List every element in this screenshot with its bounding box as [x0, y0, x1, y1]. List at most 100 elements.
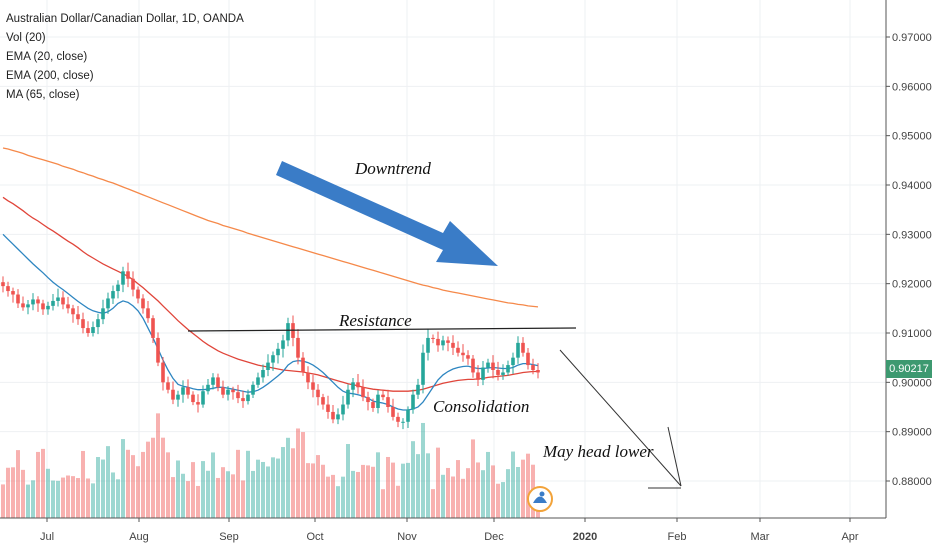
- candle-body: [126, 271, 130, 279]
- volume-bar: [446, 467, 450, 518]
- candle-body: [451, 342, 455, 348]
- resistance-annotation[interactable]: Resistance: [339, 311, 412, 330]
- volume-bar: [456, 460, 460, 518]
- volume-bar: [106, 446, 110, 518]
- volume-bar: [11, 467, 15, 518]
- candle-body: [181, 387, 185, 395]
- candle-body: [366, 397, 370, 403]
- candle-body: [371, 402, 375, 408]
- candle-body: [186, 387, 190, 395]
- indicator-ma65[interactable]: MA (65, close): [6, 89, 80, 101]
- volume-bar: [46, 468, 50, 518]
- candle-body: [201, 391, 205, 405]
- volume-bar: [486, 451, 490, 518]
- price-axis: 0.97000 0.96000 0.95000 0.94000 0.93000 0.920…: [885, 0, 932, 550]
- candle-body: [536, 370, 540, 373]
- consolidation-annotation[interactable]: Consolidation: [433, 397, 530, 416]
- price-tick-label: 0.96000: [892, 81, 932, 93]
- volume-bar: [86, 478, 90, 518]
- indicator-ema200[interactable]: EMA (200, close): [6, 70, 94, 82]
- symbol-title[interactable]: Australian Dollar/Canadian Dollar, 1D, O…: [6, 13, 244, 25]
- volume-bar: [321, 464, 325, 518]
- volume-bars: [1, 413, 540, 518]
- volume-bar: [386, 456, 390, 518]
- price-tick-label: 0.92000: [892, 279, 932, 291]
- candle-body: [386, 397, 390, 407]
- candle-body: [316, 389, 320, 398]
- volume-bar: [241, 480, 245, 518]
- candle-body: [481, 367, 485, 380]
- ema20-line: [2, 233, 539, 411]
- indicator-volume[interactable]: Vol (20): [6, 32, 46, 44]
- volume-bar: [61, 477, 65, 518]
- volume-bar: [146, 441, 150, 518]
- volume-bar: [331, 474, 335, 518]
- volume-bar: [276, 458, 280, 518]
- downtrend-arrow: [276, 161, 498, 266]
- candle-body: [266, 362, 270, 370]
- moving-averages: [2, 147, 539, 411]
- volume-bar: [291, 448, 295, 518]
- candle-body: [256, 377, 260, 385]
- candle-body: [241, 398, 245, 402]
- volume-bar: [301, 432, 305, 518]
- volume-bar: [296, 428, 300, 518]
- volume-bar: [421, 422, 425, 518]
- price-tick-label: 0.91000: [892, 328, 932, 340]
- volume-bar: [191, 462, 195, 518]
- candle-body: [96, 319, 100, 328]
- projection-tick: [667, 426, 682, 487]
- indicator-ema20[interactable]: EMA (20, close): [6, 51, 88, 63]
- volume-bar: [126, 449, 130, 518]
- volume-bar: [171, 477, 175, 518]
- volume-bar: [341, 476, 345, 518]
- volume-bar: [221, 467, 225, 518]
- candle-body: [416, 384, 420, 395]
- volume-bar: [21, 469, 25, 518]
- candle-body: [146, 308, 150, 319]
- candle-body: [221, 387, 225, 395]
- candle-body: [406, 409, 410, 422]
- candle-body: [236, 392, 240, 399]
- volume-bar: [391, 462, 395, 518]
- candle-body: [111, 291, 115, 299]
- candle-body: [411, 394, 415, 410]
- candle-body: [361, 387, 365, 398]
- volume-bar: [441, 474, 445, 518]
- volume-bar: [16, 450, 20, 518]
- volume-bar: [286, 437, 290, 518]
- volume-bar: [81, 450, 85, 518]
- candle-body: [11, 291, 15, 295]
- candle-body: [106, 298, 110, 309]
- volume-bar: [461, 478, 465, 518]
- ema200-line: [2, 147, 539, 308]
- downtrend-annotation[interactable]: Downtrend: [355, 159, 431, 178]
- volume-bar: [41, 448, 45, 518]
- candle-body: [401, 421, 405, 423]
- candlesticks: [1, 262, 540, 430]
- volume-bar: [311, 463, 315, 518]
- time-tick-label: Nov: [397, 531, 417, 543]
- volume-bar: [476, 462, 480, 518]
- candle-body: [521, 342, 525, 353]
- volume-bar: [466, 468, 470, 518]
- candle-body: [21, 303, 25, 308]
- volume-bar: [381, 489, 385, 518]
- candle-body: [286, 323, 290, 341]
- candle-body: [476, 372, 480, 380]
- candle-body: [116, 284, 120, 292]
- volume-bar: [526, 453, 530, 518]
- time-tick-label: Apr: [841, 531, 858, 543]
- volume-bar: [206, 470, 210, 518]
- candle-body: [46, 305, 50, 310]
- volume-bar: [431, 489, 435, 518]
- candle-body: [501, 372, 505, 375]
- may-head-lower-annotation[interactable]: May head lower: [543, 442, 654, 461]
- volume-bar: [361, 464, 365, 518]
- volume-bar: [306, 463, 310, 518]
- candle-body: [311, 382, 315, 390]
- price-tick-label: 0.88000: [892, 476, 932, 488]
- candle-body: [281, 340, 285, 349]
- candle-body: [436, 338, 440, 346]
